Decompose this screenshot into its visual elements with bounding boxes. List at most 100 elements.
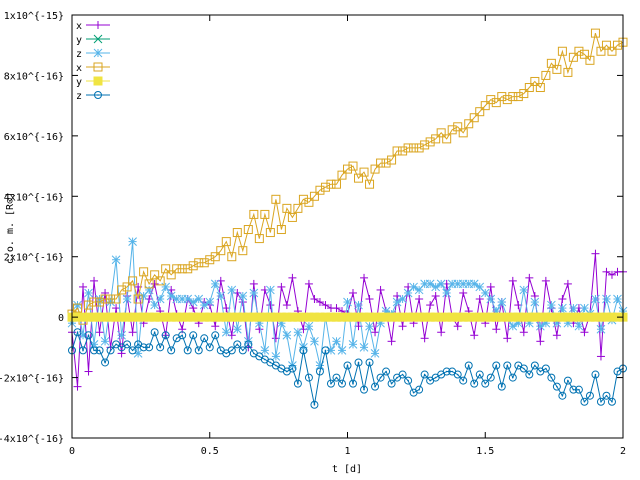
data-point [497,297,507,307]
data-point [508,92,518,102]
data-point [612,40,622,50]
data-point [194,346,203,355]
data-point [210,252,220,262]
legend-label: x [76,63,82,74]
data-point [585,55,595,65]
plot-area [67,28,628,409]
data-point [360,385,369,394]
data-point [122,282,132,292]
data-point [403,143,413,153]
series-line [71,32,624,322]
data-point [558,295,567,304]
data-point [436,128,446,138]
x-tick-label: 1.5 [476,446,494,457]
x-tick-label: 0 [69,446,75,457]
data-point [331,179,341,189]
data-point [155,276,165,286]
data-point [436,279,446,289]
data-point [73,303,83,313]
data-point [552,64,562,74]
data-point [365,321,374,331]
legend-marker [94,91,102,99]
data-point [139,267,149,277]
data-point [133,294,143,304]
data-point [348,161,358,171]
data-point [558,391,567,400]
data-point [371,382,380,391]
data-point [370,164,380,174]
data-point [486,294,496,304]
data-point [503,361,512,370]
data-point [574,321,584,331]
data-point [541,276,550,285]
data-point [211,322,220,331]
data-point [304,373,313,382]
data-point [299,346,308,355]
data-point [426,301,435,310]
data-point [574,385,583,394]
series-z-5 [68,328,627,409]
data-point [232,228,242,238]
data-point [123,340,132,349]
data-point [343,164,352,174]
data-point [227,285,237,295]
data-point [519,364,528,373]
data-point [414,143,424,153]
data-point [547,373,556,382]
data-point [150,328,159,337]
data-point [420,370,429,379]
data-point [183,264,193,274]
data-point [337,379,346,388]
data-point [574,46,584,56]
data-point [365,295,374,304]
data-point [503,334,512,343]
data-point [381,158,391,168]
data-point [552,331,561,340]
series-x-3 [67,28,628,325]
data-point [282,203,292,213]
data-point [359,343,369,352]
data-point [111,255,121,265]
data-point [431,291,440,300]
data-point [491,98,501,108]
data-point [288,364,297,373]
data-point [348,339,358,349]
data-point [580,328,589,337]
data-point [475,107,485,117]
data-point [480,101,490,111]
data-point [266,301,275,310]
data-point [100,294,110,304]
data-point [508,373,517,382]
data-point [100,336,110,346]
data-point [315,185,325,195]
data-point [315,367,324,376]
data-point [613,294,622,304]
data-point [530,361,539,370]
data-point [238,291,248,301]
data-point [95,346,104,355]
data-point [563,376,572,385]
data-point [293,379,302,388]
y-tick-label: 0 [58,313,64,324]
data-point [486,282,495,291]
data-point [216,246,226,256]
data-point [90,276,99,285]
data-point [84,331,93,340]
data-point [409,143,419,153]
data-point [579,49,589,59]
data-point [89,297,99,307]
data-point [420,334,429,343]
data-point [607,397,616,406]
data-point [79,346,88,355]
data-point [492,325,501,334]
data-point [602,391,611,400]
data-point [415,385,424,394]
data-point [431,134,441,144]
data-point [590,28,600,38]
data-point [453,322,462,331]
data-point [568,52,578,62]
data-point [365,179,375,189]
data-point [580,397,589,406]
data-point [310,295,319,304]
